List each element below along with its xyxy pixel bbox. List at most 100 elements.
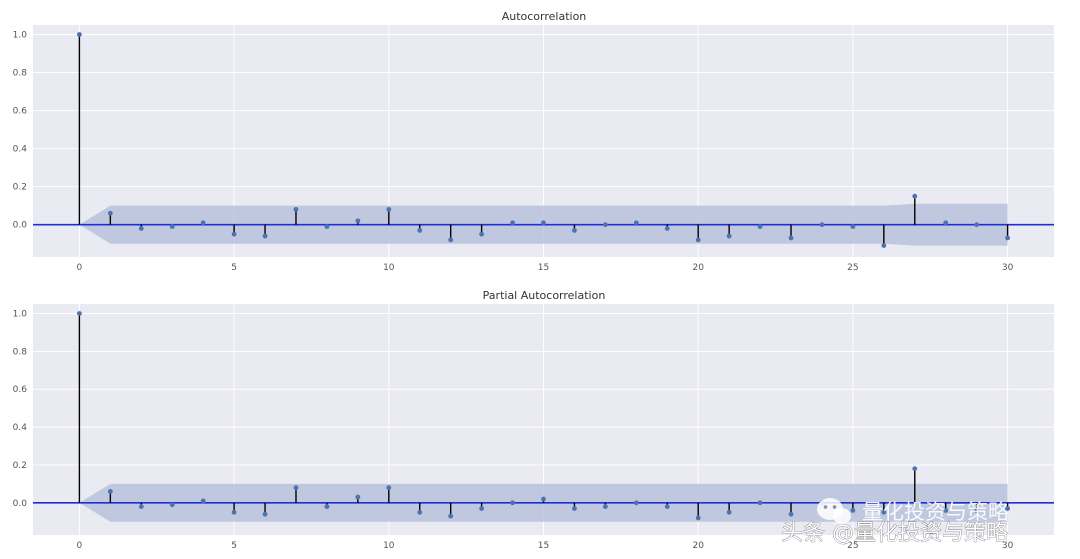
- stem-marker: [757, 500, 763, 506]
- stem-marker: [510, 220, 515, 226]
- y-tick-label: 1.0: [13, 31, 28, 41]
- y-tick-label: 0.8: [13, 347, 28, 357]
- stem-marker: [386, 485, 392, 491]
- y-tick-label: 0.4: [13, 423, 28, 433]
- stem-marker: [77, 32, 82, 37]
- x-tick-label: 30: [1002, 541, 1014, 551]
- stem-marker: [664, 226, 670, 231]
- x-tick-label: 5: [231, 541, 237, 551]
- x-tick-label: 25: [847, 263, 858, 273]
- stem-marker: [726, 233, 732, 239]
- stem-marker: [107, 489, 113, 494]
- stem-marker: [912, 466, 918, 472]
- partial-autocorrelation-panel: Partial Autocorrelation 0.0 0.2 0.4 0.6 0.8 1…: [13, 289, 1054, 551]
- stem-marker: [881, 509, 887, 515]
- stem-marker: [510, 500, 515, 506]
- chart-title-autocorrelation: Autocorrelation: [502, 10, 587, 23]
- stem-marker: [448, 513, 454, 519]
- stem-marker: [448, 237, 454, 243]
- stem-marker: [943, 507, 949, 513]
- x-axis-ticks: 0 5 10 15 20 25 30: [77, 263, 1014, 273]
- stem-marker: [231, 231, 237, 237]
- wechat-icon: [817, 498, 851, 524]
- stem-marker: [850, 224, 856, 229]
- stem-marker: [974, 222, 980, 228]
- stem-marker: [788, 235, 794, 241]
- stem-marker: [572, 227, 577, 233]
- stem-marker: [169, 224, 175, 229]
- stem-marker: [726, 509, 732, 515]
- stem-marker: [417, 509, 423, 515]
- x-tick-label: 0: [77, 263, 83, 273]
- stem-marker: [664, 504, 670, 509]
- stem-marker: [355, 494, 361, 500]
- stem-marker: [1005, 235, 1010, 241]
- stem-marker: [757, 224, 763, 229]
- stem-marker: [324, 504, 330, 509]
- watermark-account-name: 量化投资与策略: [862, 500, 1009, 524]
- y-tick-label: 0.0: [13, 499, 28, 509]
- y-tick-label: 0.6: [13, 385, 28, 395]
- stem-marker: [633, 500, 639, 506]
- stem-marker: [881, 243, 887, 248]
- stem-marker: [200, 220, 206, 226]
- x-tick-label: 25: [847, 541, 858, 551]
- stem-marker: [788, 511, 794, 517]
- stem-marker: [850, 507, 856, 513]
- x-tick-label: 10: [383, 541, 395, 551]
- stem-marker: [77, 311, 82, 316]
- stem-marker: [138, 504, 144, 509]
- x-tick-label: 0: [77, 541, 83, 551]
- stem-marker: [541, 220, 546, 226]
- stem-marker: [138, 226, 144, 231]
- stem-marker: [169, 502, 175, 508]
- stem-series: [77, 32, 1010, 248]
- stem-marker: [912, 193, 918, 199]
- stem-marker: [974, 507, 980, 513]
- x-tick-label: 15: [538, 263, 549, 273]
- y-tick-label: 0.4: [13, 145, 28, 155]
- y-tick-label: 0.2: [13, 183, 27, 193]
- stem-marker: [819, 222, 825, 228]
- x-tick-label: 30: [1002, 263, 1014, 273]
- y-axis-ticks: 0.0 0.2 0.4 0.6 0.8 1.0: [13, 31, 28, 231]
- x-tick-label: 15: [538, 541, 549, 551]
- y-tick-label: 0.0: [13, 221, 28, 231]
- x-axis-ticks: 0 5 10 15 20 25 30: [77, 541, 1014, 551]
- stem-marker: [107, 210, 113, 216]
- x-tick-label: 10: [383, 263, 395, 273]
- stem-marker: [355, 218, 361, 224]
- stem-marker: [695, 237, 701, 243]
- x-tick-label: 20: [692, 263, 704, 273]
- x-tick-label: 5: [231, 263, 237, 273]
- stem-marker: [695, 515, 701, 521]
- stem-marker: [572, 506, 577, 511]
- stem-marker: [386, 207, 392, 212]
- y-tick-label: 0.8: [13, 69, 28, 79]
- stem-marker: [602, 222, 608, 228]
- stem-marker: [943, 220, 949, 226]
- y-tick-label: 0.6: [13, 107, 28, 117]
- watermark: 量化投资与策略 头条 @量化投资与策略: [781, 498, 1009, 546]
- stem-marker: [262, 233, 268, 239]
- stem-marker: [633, 220, 639, 226]
- stem-marker: [324, 224, 330, 229]
- autocorrelation-panel: Autocorrelation 0.0 0.2 0.4 0.6 0.8 1.0 0 5 10 1…: [13, 10, 1054, 273]
- y-tick-label: 0.2: [13, 461, 27, 471]
- watermark-source-line: 头条 @量化投资与策略: [781, 521, 1008, 546]
- stem-marker: [231, 509, 237, 515]
- chart-title-partial-autocorrelation: Partial Autocorrelation: [483, 289, 606, 302]
- stem-marker: [602, 504, 608, 509]
- y-tick-label: 1.0: [13, 309, 28, 319]
- stem-marker: [200, 498, 206, 504]
- stem-marker: [479, 506, 485, 511]
- stem-marker: [479, 231, 485, 237]
- stem-marker: [417, 227, 423, 233]
- stem-marker: [1005, 506, 1010, 511]
- stem-marker: [293, 207, 299, 212]
- y-axis-ticks: 0.0 0.2 0.4 0.6 0.8 1.0: [13, 309, 28, 508]
- x-tick-label: 20: [692, 541, 704, 551]
- stem-marker: [541, 496, 546, 502]
- stem-marker: [293, 485, 299, 491]
